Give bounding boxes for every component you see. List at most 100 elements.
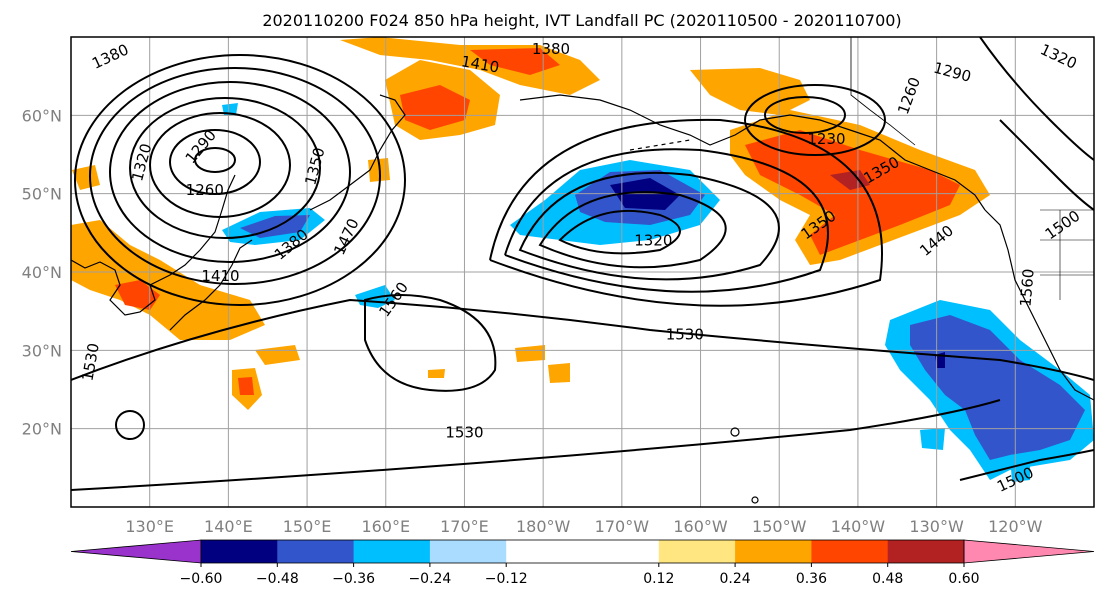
contour-label-text: 1560 <box>1016 268 1037 308</box>
ivt-positive-region <box>238 377 254 395</box>
colorbar-tick-label: 0.48 <box>872 571 903 587</box>
contour-label-text: 1380 <box>532 40 570 58</box>
alaska-coastline <box>519 94 986 211</box>
colorbar-bin <box>582 540 660 563</box>
height-contour <box>89 67 381 285</box>
latitude-tick-label: 50°N <box>22 185 62 204</box>
colorbar-bin <box>811 540 889 563</box>
height-contour <box>364 294 497 392</box>
ivt-shading <box>71 37 1094 482</box>
contour-label: 1530 <box>445 424 483 442</box>
us-states <box>1040 209 1094 300</box>
colorbar-tick-label: 0.12 <box>643 571 674 587</box>
hawaii-island <box>730 427 740 437</box>
colorbar-tick-label: 0.24 <box>720 571 751 587</box>
canada-border <box>850 37 916 146</box>
contour-label: 1260 <box>186 181 224 199</box>
colorbar-tick-label: 0.60 <box>948 571 979 587</box>
ivt-positive-region <box>745 130 960 255</box>
ivt-positive-region <box>71 220 265 340</box>
colorbar-tick-label: −0.48 <box>256 571 299 587</box>
height-contour <box>149 112 291 218</box>
contour-label: 1530 <box>666 326 704 344</box>
colorbar-bin <box>429 540 507 563</box>
ivt-negative-region <box>240 215 310 238</box>
longitude-tick-label: 170°W <box>595 517 650 536</box>
height-contour <box>959 449 1094 481</box>
contour-label: 1320 <box>634 232 672 250</box>
latitude-labels: 20°N 30°N 40°N 50°N 60°N <box>22 106 62 438</box>
contour-label: 1380 <box>532 40 570 58</box>
ivt-negative-region <box>910 315 1085 460</box>
height-contour <box>504 148 829 293</box>
latitude-tick-label: 40°N <box>22 263 62 282</box>
colorbar-bin <box>277 540 355 563</box>
longitude-tick-label: 160°W <box>673 517 728 536</box>
longitude-tick-label: 140°W <box>831 517 886 536</box>
height-contour <box>518 171 780 281</box>
ivt-positive-region <box>830 170 870 190</box>
colorbar: −0.60 −0.48 −0.36 −0.24 −0.12 0.12 0.24 0.36 0.4… <box>70 539 1095 587</box>
colorbar-over-extend <box>963 539 1095 564</box>
height-contour <box>744 84 886 156</box>
colorbar-bin <box>658 540 736 563</box>
height-contour <box>538 191 727 269</box>
northamerica-coastline <box>984 209 1094 401</box>
kamchatka-coastline <box>309 94 406 211</box>
longitude-tick-label: 180°W <box>516 517 571 536</box>
height-contour <box>979 37 1094 161</box>
aleutian-islands <box>629 139 691 151</box>
contour-label-text: 1530 <box>445 424 483 442</box>
height-contour <box>129 97 321 239</box>
contour-label-text: 1530 <box>666 326 704 344</box>
contour-label-text: 1230 <box>807 130 845 148</box>
height-contour <box>71 298 1094 381</box>
colorbar-frame <box>200 539 965 564</box>
height-contour <box>194 147 236 173</box>
ivt-positive-region <box>400 85 470 130</box>
ivt-positive-region <box>72 165 100 190</box>
contour-label: 1560 <box>1016 268 1037 308</box>
colorbar-tick-label: −0.12 <box>485 571 528 587</box>
longitude-tick-label: 170°E <box>440 517 489 536</box>
ivt-positive-region <box>470 48 560 75</box>
longitude-tick-label: 130°E <box>125 517 174 536</box>
ivt-positive-region <box>428 369 445 378</box>
height-contour <box>764 96 846 134</box>
contour-label-text: 1410 <box>201 267 239 285</box>
latitude-tick-label: 60°N <box>22 106 62 125</box>
longitude-tick-label: 120°W <box>988 517 1043 536</box>
height-contour <box>558 209 681 255</box>
island <box>751 496 759 504</box>
ivt-positive-region <box>115 280 160 310</box>
colorbar-under-extend <box>70 539 202 564</box>
longitude-labels: 130°E 140°E 150°E 160°E 170°E 180°W 170°W 160°W… <box>125 517 1042 536</box>
height-contour <box>115 410 145 440</box>
ivt-positive-region <box>515 345 545 362</box>
figure-title: 2020110200 F024 850 hPa height, IVT Land… <box>262 11 901 30</box>
map-gridlines <box>71 37 1094 507</box>
colorbar-bin <box>506 540 583 563</box>
height-contour <box>109 81 351 263</box>
ivt-positive-region <box>690 68 810 115</box>
coastlines <box>71 37 1094 504</box>
colorbar-tick-label: −0.60 <box>180 571 223 587</box>
colorbar-bin <box>201 540 278 563</box>
height-contours <box>71 37 1094 491</box>
longitude-tick-label: 140°E <box>204 517 253 536</box>
contour-label-text: 1260 <box>186 181 224 199</box>
contour-label: 1410 <box>201 267 239 285</box>
colorbar-bin <box>353 540 431 563</box>
colorbar-tick-label: −0.24 <box>408 571 451 587</box>
height-contour <box>169 129 261 195</box>
colorbar-bin <box>735 540 812 563</box>
longitude-tick-label: 130°W <box>909 517 964 536</box>
map-frame <box>70 36 1095 508</box>
ivt-negative-region <box>920 428 945 450</box>
height-contour <box>489 118 883 307</box>
ivt-negative-region <box>222 103 238 115</box>
colorbar-bin <box>887 540 965 563</box>
asia-coastline <box>71 174 236 316</box>
